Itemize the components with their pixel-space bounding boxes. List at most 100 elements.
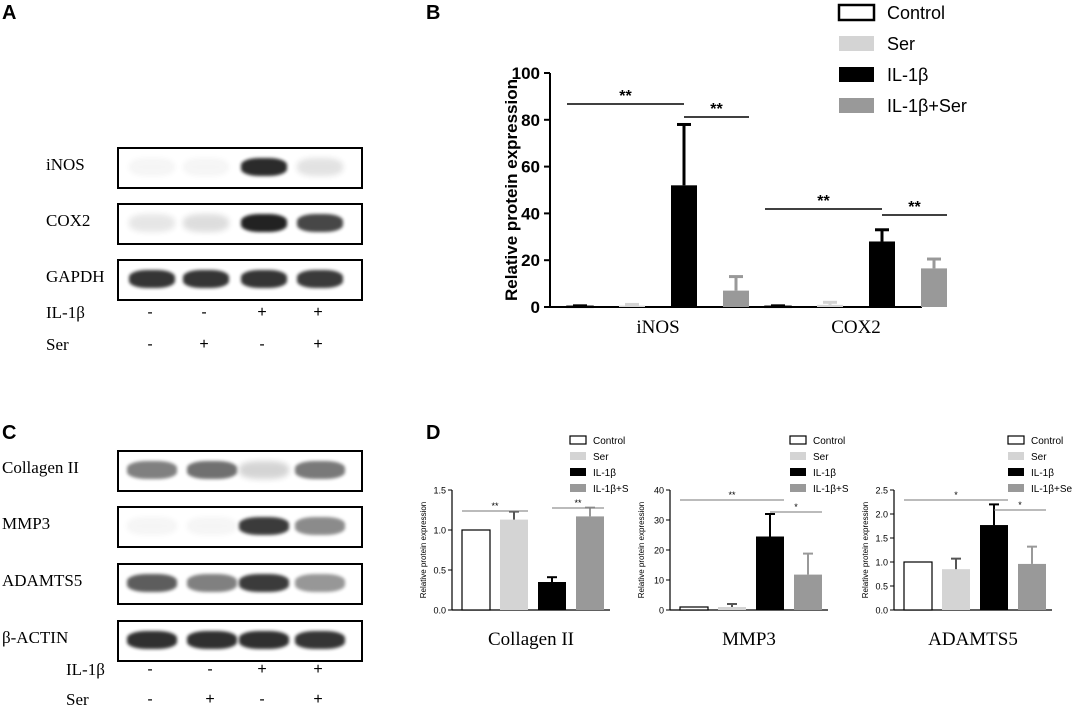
bar-il-1b-ser (1018, 563, 1046, 610)
legend-label-ser: Ser (1031, 452, 1047, 463)
treatment-label-il-1b: IL-1β (66, 660, 105, 679)
significance-mark: ** (574, 498, 582, 508)
legend-swatch-il-1b (839, 67, 874, 82)
legend-swatch-ser (570, 452, 586, 460)
legend-swatch-ser (790, 452, 806, 460)
y-tick-label: 2.5 (875, 486, 888, 496)
legend-swatch-control (837, 3, 876, 22)
legend-label-il-1b-ser: IL-1β+Ser (887, 96, 967, 116)
treatment-sign: - (207, 661, 213, 678)
y-tick-label: 40 (654, 486, 664, 496)
blot-band (295, 517, 345, 535)
bar-il-1b-ser (576, 516, 604, 610)
blot-strip-mmp3 (117, 506, 363, 548)
legend-swatch-il-1b (1008, 468, 1024, 476)
panel-letter-d: D (426, 422, 441, 444)
y-tick-label: 0.0 (875, 606, 888, 616)
bar-ser (942, 569, 970, 610)
panel-letter-b: B (426, 2, 441, 24)
y-tick-label: 0.0 (433, 606, 446, 616)
x-category-label-inos: iNOS (636, 317, 679, 338)
blot-row-label-gapdh: GAPDH (46, 267, 105, 286)
blot-band (127, 574, 177, 592)
y-tick-label: 1.0 (433, 526, 446, 536)
bar-chart-mmp3: 0 10 20 30 40 Relative protein expression MMP3… (637, 435, 848, 650)
blot-band (183, 270, 229, 288)
bar-il-1b-inos (671, 185, 697, 307)
significance-mark: ** (491, 501, 499, 511)
legend-label-control: Control (593, 436, 625, 447)
legend-label-il-1b: IL-1β (813, 468, 836, 479)
legend-swatch-control (569, 435, 587, 445)
y-tick-label: 0.5 (875, 582, 888, 592)
treatment-sign: + (205, 691, 215, 708)
treatment-label-ser: Ser (66, 690, 89, 709)
significance-mark: * (954, 490, 958, 500)
legend-swatch-il-1b-ser (570, 484, 586, 492)
treatment-sign: - (201, 304, 207, 321)
bar-il-1b-cox2 (869, 241, 895, 307)
bar-il-1b-ser (794, 574, 822, 610)
y-tick-label: 0.5 (433, 566, 446, 576)
y-tick-label: 100 (512, 64, 540, 83)
blot-band (127, 461, 177, 479)
blot-band (239, 574, 289, 592)
treatment-sign: - (147, 336, 153, 353)
blot-row-label-mmp3: MMP3 (2, 514, 51, 533)
blot-strip-inos (117, 147, 363, 189)
bar-control (461, 529, 491, 611)
treatment-sign: + (199, 336, 209, 353)
blot-strip-gapdh (117, 259, 363, 301)
legend-label-control: Control (1031, 436, 1063, 447)
treatment-sign: - (147, 661, 153, 678)
treatment-sign: - (259, 691, 265, 708)
blot-band (297, 270, 343, 288)
bar-ser (718, 607, 746, 610)
legend-label-ser: Ser (593, 452, 609, 463)
y-tick-label: 30 (654, 516, 664, 526)
blot-band (127, 631, 177, 649)
blot-band (239, 517, 289, 535)
blot-strip-collagen-ii (117, 450, 363, 492)
bar-il-1b-ser-cox2 (921, 268, 947, 307)
bar-ser-cox2 (817, 304, 843, 307)
blot-strip-adamts5 (117, 563, 363, 605)
blot-band (183, 214, 229, 232)
treatment-sign: + (257, 304, 267, 321)
treatment-label-il-1b: IL-1β (46, 303, 85, 322)
y-tick-label: 1.5 (875, 534, 888, 544)
significance-mark: * (794, 502, 798, 512)
blot-band (239, 461, 289, 479)
legend-swatch-control (1007, 435, 1025, 445)
y-tick-label: 40 (521, 204, 540, 223)
blot-row-label-cox2: COX2 (46, 211, 91, 230)
blot-row-label-adamts5: ADAMTS5 (2, 571, 83, 590)
blot-band (183, 158, 229, 176)
legend-label-il-1b-ser: IL-1β+Ser (813, 484, 848, 495)
blot-band (295, 631, 345, 649)
treatment-sign: + (257, 661, 267, 678)
blot-strip-b-actin (117, 620, 363, 662)
x-category-label-cox2: COX2 (831, 317, 881, 338)
legend-swatch-il-1b-ser (1008, 484, 1024, 492)
bar-control (903, 561, 933, 611)
y-tick-label: 2.0 (875, 510, 888, 520)
blot-row-label-collagen-ii: Collagen II (2, 458, 79, 477)
treatment-sign: - (147, 304, 153, 321)
blot-band (187, 461, 237, 479)
treatment-sign: + (313, 691, 323, 708)
y-tick-label: 60 (521, 158, 540, 177)
y-tick-label: 1.5 (433, 486, 446, 496)
y-tick-label: 20 (654, 546, 664, 556)
treatment-sign: - (259, 336, 265, 353)
blot-band (127, 517, 177, 535)
blot-band (187, 631, 237, 649)
bar-ser (500, 519, 528, 610)
panel-letter-c: C (2, 422, 17, 444)
legend-swatch-ser (839, 36, 874, 51)
y-tick-label: 1.0 (875, 558, 888, 568)
significance-mark: ** (619, 88, 632, 105)
legend-label-il-1b-ser: IL-1β+Ser (1031, 484, 1072, 495)
blot-row-label-b-actin: β-ACTIN (2, 628, 69, 647)
